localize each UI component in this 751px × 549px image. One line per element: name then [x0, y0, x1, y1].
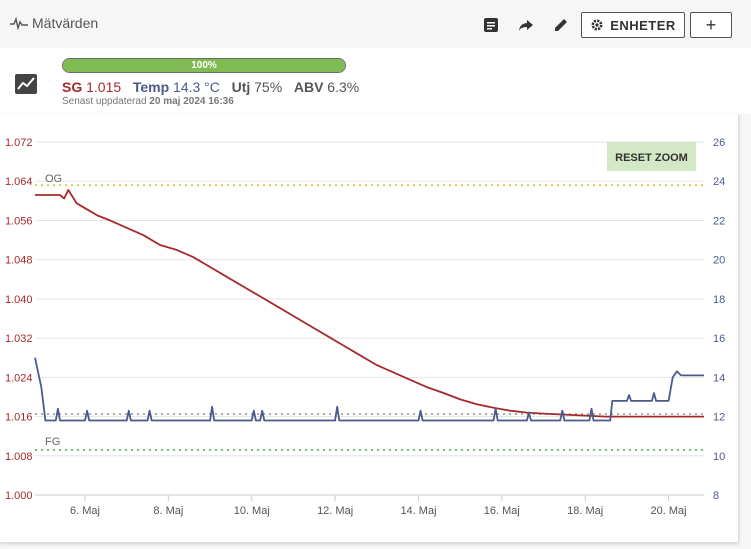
- progress-label: 100%: [191, 60, 217, 71]
- temp-value: 14.3 °C: [173, 79, 220, 95]
- page-title: Mätvärden: [10, 15, 98, 31]
- sg-label: SG: [62, 79, 83, 95]
- sg-value: 1.015: [86, 79, 122, 95]
- last-updated-value: 20 maj 2024 16:36: [149, 96, 234, 107]
- app-header: Mätvärden ENHETER +: [0, 0, 740, 48]
- x-tick-label: 12. Maj: [317, 505, 353, 517]
- temp-label: Temp: [132, 79, 170, 95]
- abv-value: 6.3%: [327, 79, 360, 95]
- reset-zoom-button[interactable]: RESET ZOOM: [607, 142, 696, 171]
- y-left-tick-label: 1.072: [5, 137, 33, 149]
- chart-card: OG FG 1.000 1.008 1.016 1.024 1.032 1.040 1.048…: [0, 114, 739, 543]
- share-icon[interactable]: [517, 16, 535, 34]
- reset-zoom-label: RESET ZOOM: [615, 152, 688, 164]
- y-left-tick-label: 1.016: [5, 412, 33, 424]
- progress-bar: 100%: [62, 58, 346, 73]
- x-tick-label: 20. Maj: [651, 505, 687, 517]
- y-right-tick-label: 18: [713, 294, 725, 306]
- x-tick-label: 10. Maj: [234, 505, 270, 517]
- x-tick-label: 18. Maj: [567, 505, 603, 517]
- y-left-tick-label: 1.008: [5, 451, 33, 463]
- y-right-tick-label: 10: [713, 451, 725, 463]
- y-right-tick-label: 26: [713, 137, 725, 149]
- last-updated: Senast uppdaterad 20 maj 2024 16:36: [62, 96, 234, 107]
- edit-icon[interactable]: [552, 16, 570, 34]
- last-updated-prefix: Senast uppdaterad: [62, 96, 147, 107]
- y-left-tick-label: 1.000: [5, 490, 33, 502]
- gravity-temperature-chart[interactable]: OG FG 1.000 1.008 1.016 1.024 1.032 1.040 1.048…: [0, 114, 738, 542]
- y-right-tick-label: 22: [713, 215, 725, 227]
- pulse-icon: [10, 16, 28, 30]
- units-button[interactable]: ENHETER: [581, 12, 685, 38]
- y-left-tick-label: 1.064: [5, 176, 33, 188]
- x-tick-label: 14. Maj: [400, 505, 436, 517]
- units-button-label: ENHETER: [610, 17, 676, 33]
- y-right-tick-label: 20: [713, 255, 725, 267]
- abv-label: ABV: [293, 79, 324, 95]
- y-left-tick-label: 1.040: [5, 294, 33, 306]
- x-tick-label: 6. Maj: [70, 505, 100, 517]
- utj-label: Utj: [231, 79, 251, 95]
- add-button-label: +: [705, 14, 717, 35]
- x-tick-label: 8. Maj: [153, 505, 183, 517]
- y-right-tick-label: 12: [713, 412, 725, 424]
- og-label: OG: [45, 173, 62, 185]
- y-right-tick-label: 16: [713, 333, 725, 345]
- page-title-text: Mätvärden: [32, 15, 99, 31]
- add-button[interactable]: +: [690, 12, 732, 38]
- utj-value: 75%: [254, 79, 283, 95]
- gear-icon: [591, 19, 603, 31]
- y-left-tick-label: 1.024: [5, 372, 33, 384]
- fg-label: FG: [45, 436, 60, 448]
- readings-line: SG 1.015 Temp 14.3 °C Utj 75% ABV 6.3%: [62, 79, 359, 95]
- document-icon[interactable]: [482, 16, 500, 34]
- y-right-tick-label: 14: [713, 372, 725, 384]
- y-left-tick-label: 1.032: [5, 333, 33, 345]
- y-left-tick-label: 1.056: [5, 215, 33, 227]
- y-right-tick-label: 24: [713, 176, 725, 188]
- x-tick-label: 16. Maj: [484, 505, 520, 517]
- series-line-sg: [35, 189, 704, 418]
- progress-fill: [63, 59, 345, 72]
- y-left-tick-label: 1.048: [5, 255, 33, 267]
- trend-chart-icon: [15, 74, 37, 94]
- y-right-tick-label: 8: [713, 490, 719, 502]
- series-line-temp: [34, 357, 704, 422]
